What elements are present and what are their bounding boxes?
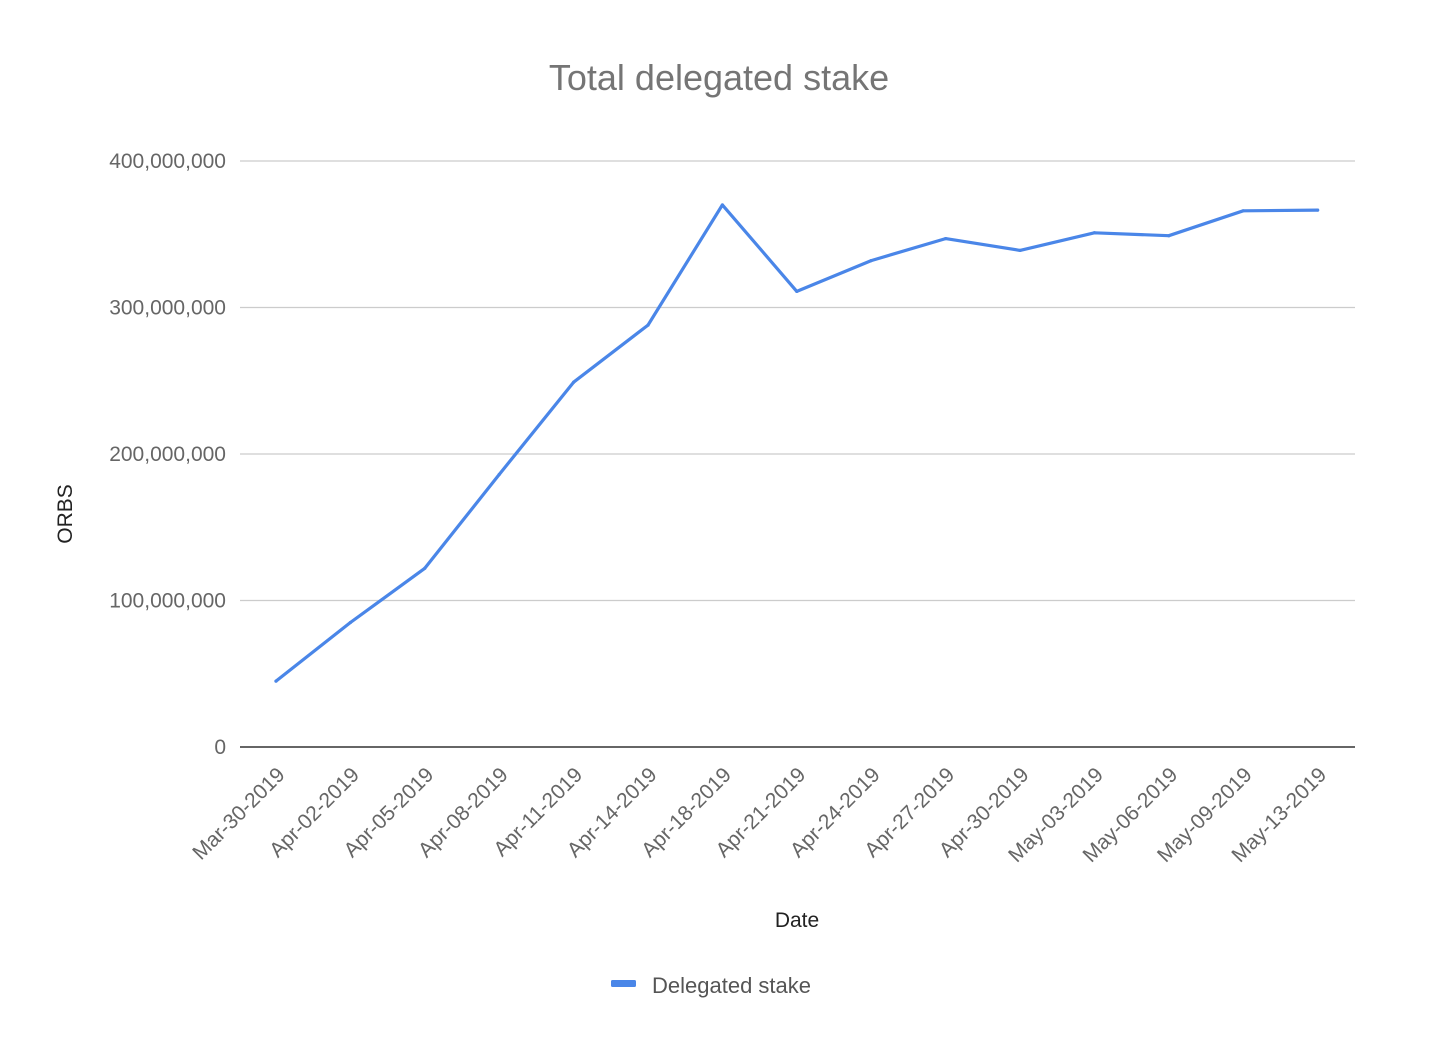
y-tick-label: 0 [214,736,226,759]
data-point [423,566,427,570]
y-axis-label: ORBS [54,484,77,544]
x-axis-label: Date [775,909,819,932]
y-tick-label: 300,000,000 [109,297,226,320]
legend: Delegated stake [611,973,811,998]
legend-swatch [611,980,636,987]
data-point [497,472,501,477]
series-line [274,203,1320,683]
data-point [1018,248,1022,252]
x-axis-ticks: Mar-30-2019Apr-02-2019Apr-05-2019Apr-08-… [188,763,1331,867]
data-point [944,237,948,241]
data-point [572,380,576,384]
y-tick-label: 200,000,000 [109,443,226,466]
data-point [1316,208,1320,212]
y-axis-ticks: 0 100,000,000 200,000,000 300,000,000 400,00… [109,150,226,759]
data-point [720,203,725,207]
data-point [646,323,650,327]
data-point [869,259,873,263]
data-point [1167,234,1171,238]
y-tick-label: 100,000,000 [109,590,226,613]
legend-label: Delegated stake [652,973,811,998]
data-point [274,679,278,683]
data-point [795,289,799,293]
series-lines [274,203,1320,683]
data-point [1241,209,1245,213]
grid-lines [240,160,1355,748]
data-point [1092,231,1096,235]
y-tick-label: 400,000,000 [109,150,226,173]
chart-title: Total delegated stake [549,57,889,98]
data-point [348,620,352,625]
